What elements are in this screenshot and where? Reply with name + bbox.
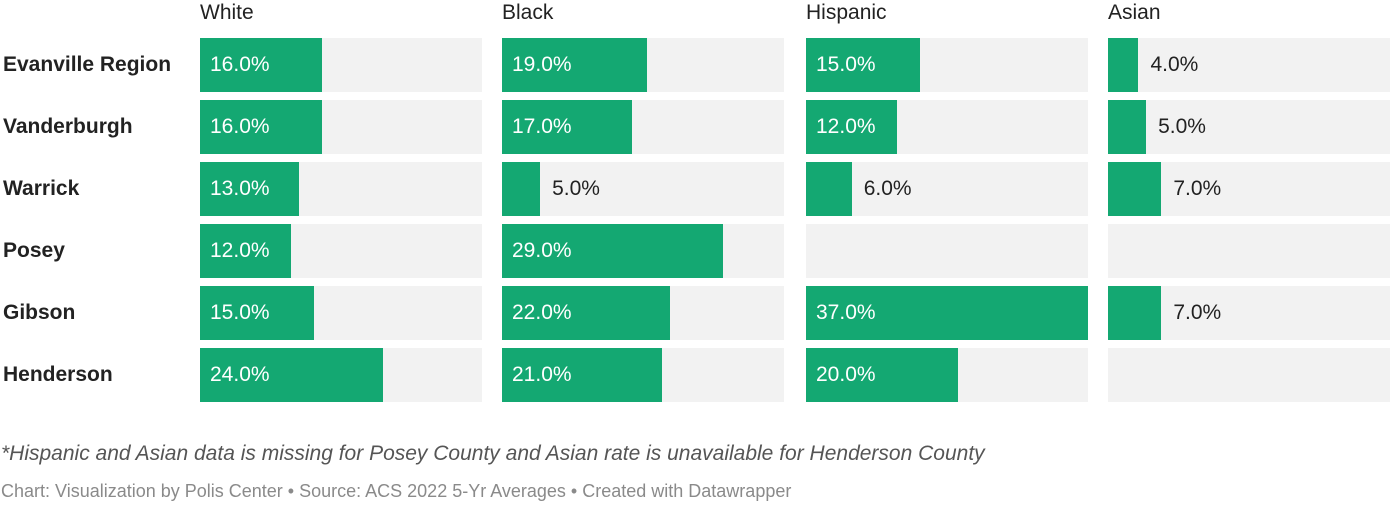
bar-track: 21.0%	[502, 348, 784, 402]
data-label: 21.0%	[512, 363, 572, 386]
row-label: Evanville Region	[3, 53, 172, 76]
data-label: 4.0%	[1150, 53, 1199, 76]
bar-track: 22.0%	[502, 286, 784, 340]
bar-track: 24.0%	[200, 348, 482, 402]
bar-track: 29.0%	[502, 224, 784, 278]
data-label: 22.0%	[512, 301, 572, 324]
bar	[1108, 38, 1139, 92]
bar	[502, 286, 670, 340]
data-label: 7.0%	[1173, 177, 1222, 200]
data-label: 5.0%	[552, 177, 600, 200]
bar	[200, 286, 315, 340]
bar-track	[1108, 348, 1390, 402]
row-label: Henderson	[3, 363, 113, 386]
row-label: Gibson	[3, 301, 76, 324]
bar	[502, 348, 663, 402]
data-label: 5.0%	[1158, 115, 1206, 138]
bar-track: 5.0%	[1108, 100, 1390, 154]
data-label: 24.0%	[210, 363, 270, 386]
bar	[1108, 162, 1162, 216]
bar	[200, 348, 383, 402]
bar	[502, 100, 632, 154]
row-label: Vanderburgh	[3, 115, 133, 138]
bar	[200, 38, 322, 92]
bar	[502, 162, 541, 216]
bar-track: 4.0%	[1108, 38, 1390, 92]
row-label: Warrick	[3, 177, 80, 200]
data-label: 12.0%	[816, 115, 876, 138]
bar-track: 12.0%	[200, 224, 482, 278]
bar	[1108, 100, 1147, 154]
data-label: 19.0%	[512, 53, 572, 76]
bar-track: 6.0%	[806, 162, 1088, 216]
data-label: 16.0%	[210, 115, 270, 138]
data-label: 17.0%	[512, 115, 572, 138]
bar-track: 15.0%	[806, 38, 1088, 92]
bar-track	[806, 224, 1088, 278]
bar	[502, 224, 724, 278]
bar-track: 20.0%	[806, 348, 1088, 402]
bar-track: 7.0%	[1108, 286, 1390, 340]
bar	[502, 38, 647, 92]
bar-track: 15.0%	[200, 286, 482, 340]
data-label: 29.0%	[512, 239, 572, 262]
column-header: Asian	[1108, 1, 1161, 24]
data-label: 6.0%	[863, 177, 912, 200]
bar-track	[1108, 224, 1390, 278]
bar-track: 16.0%	[200, 38, 482, 92]
bar-track: 5.0%	[502, 162, 784, 216]
data-label: 15.0%	[210, 301, 270, 324]
bar	[1108, 286, 1162, 340]
bar	[200, 224, 292, 278]
data-label: 20.0%	[816, 363, 876, 386]
bar	[200, 162, 300, 216]
bar	[806, 100, 898, 154]
column-header: White	[200, 1, 254, 24]
data-label: 15.0%	[816, 53, 876, 76]
data-label: 37.0%	[816, 301, 876, 324]
column-header: Black	[502, 1, 554, 24]
bar	[806, 38, 921, 92]
bar-track: 16.0%	[200, 100, 482, 154]
bar-track: 7.0%	[1108, 162, 1390, 216]
row-label: Posey	[3, 239, 65, 262]
bar	[200, 100, 322, 154]
data-label: 16.0%	[210, 53, 270, 76]
bar	[806, 162, 852, 216]
bar-track: 13.0%	[200, 162, 482, 216]
bar-track: 19.0%	[502, 38, 784, 92]
bar-track: 17.0%	[502, 100, 784, 154]
data-label: 13.0%	[210, 177, 270, 200]
data-label: 12.0%	[210, 239, 270, 262]
bar-track: 12.0%	[806, 100, 1088, 154]
data-label: 7.0%	[1173, 301, 1222, 324]
credit-line: Chart: Visualization by Polis Center • S…	[1, 481, 792, 501]
bar	[806, 348, 959, 402]
bar-track: 37.0%	[806, 286, 1088, 340]
column-header: Hispanic	[806, 1, 887, 24]
footnote: *Hispanic and Asian data is missing for …	[1, 442, 985, 465]
bar	[806, 286, 1088, 340]
